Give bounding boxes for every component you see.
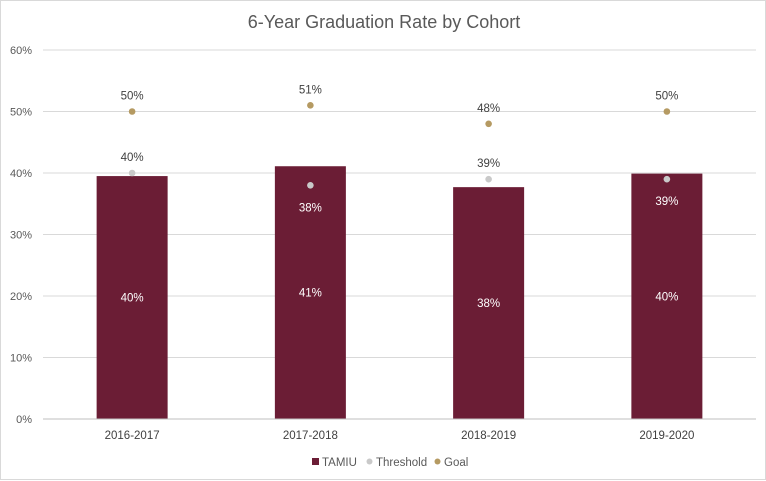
goal-marker — [128, 108, 136, 115]
goal-marker — [485, 120, 492, 128]
x-tick-label: 2018-2019 — [461, 430, 516, 442]
threshold-data-label: 39% — [655, 196, 678, 208]
threshold-marker — [307, 182, 314, 189]
bar-data-label: 41% — [299, 288, 322, 300]
threshold-data-label: 40% — [121, 152, 144, 164]
goal-data-label: 50% — [121, 91, 144, 103]
threshold-marker — [663, 175, 671, 183]
x-tick-label: 2016-2017 — [105, 430, 160, 442]
threshold-data-label: 38% — [299, 202, 322, 214]
legend-layer: TAMIU Threshold Goal — [312, 457, 468, 469]
legend-swatch-threshold — [366, 458, 373, 465]
bar-layer — [96, 166, 703, 419]
goal-marker — [663, 108, 671, 115]
goal-data-label: 48% — [477, 103, 500, 115]
goal-marker — [307, 102, 314, 109]
bar-tamiu — [453, 187, 525, 419]
bar-data-label: 40% — [655, 291, 678, 303]
y-tick-label: 0% — [16, 414, 32, 426]
bar-tamiu — [96, 176, 168, 419]
threshold-marker — [128, 169, 136, 177]
y-tick-label: 40% — [10, 168, 32, 180]
x-tick-label: 2019-2020 — [639, 430, 694, 442]
bar-data-label: 40% — [121, 293, 144, 305]
bar-tamiu — [631, 173, 703, 419]
threshold-marker — [485, 175, 492, 183]
legend-label-tamiu: TAMIU — [322, 457, 357, 469]
goal-data-label: 50% — [655, 91, 678, 103]
legend-swatch-goal — [434, 458, 441, 465]
y-tick-label: 50% — [10, 107, 32, 119]
y-tick-label: 10% — [10, 353, 32, 365]
goal-data-label: 51% — [299, 84, 322, 96]
threshold-data-label: 39% — [477, 158, 500, 170]
legend-label-goal: Goal — [444, 457, 468, 469]
legend-swatch-tamiu — [312, 458, 319, 465]
y-tick-label: 20% — [10, 291, 32, 303]
label-layer: 40% 41% 38% 40% 40% 38% 39% 39% 50% 51% 48% 50% — [121, 84, 679, 310]
axis-layer: 0% 10% 20% 30% 40% 50% 60% 2016-2017 2017-2018 20… — [10, 45, 756, 442]
marker-layer — [128, 102, 671, 189]
bar-data-label: 38% — [477, 298, 500, 310]
x-tick-label: 2017-2018 — [283, 430, 338, 442]
y-tick-label: 60% — [10, 45, 32, 57]
bar-tamiu — [274, 166, 346, 419]
chart-title: 6-Year Graduation Rate by Cohort — [248, 12, 521, 32]
legend-label-threshold: Threshold — [376, 457, 427, 469]
y-tick-label: 30% — [10, 230, 32, 242]
